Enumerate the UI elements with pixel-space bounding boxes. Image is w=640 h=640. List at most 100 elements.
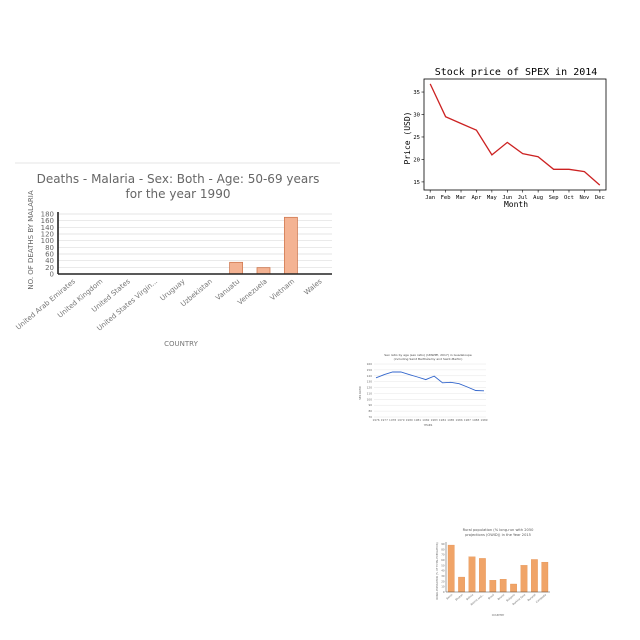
y-tick-label: 20 xyxy=(441,579,445,583)
x-tick-label: 1989 xyxy=(480,418,487,422)
spex-chart-svg: Stock price of SPEX in 2014 Price (USD) … xyxy=(403,67,607,209)
x-tick-label: 1988 xyxy=(472,418,479,422)
chart-title-line-2: for the year 1990 xyxy=(126,187,231,201)
y-tick-label: 100 xyxy=(41,237,54,245)
spex-stock-chart: Stock price of SPEX in 2014 Price (USD) … xyxy=(398,60,613,215)
x-tick-label: 1981 xyxy=(414,418,421,422)
x-tick-label: 1977 xyxy=(381,418,388,422)
y-axis-label: SEX RATIO xyxy=(358,386,362,400)
bar xyxy=(510,583,517,593)
x-tick-label: Sep xyxy=(549,195,559,201)
bar xyxy=(283,216,298,275)
y-tick-label: 80 xyxy=(368,409,372,413)
x-tick-label: 1979 xyxy=(397,418,404,422)
y-tick-label: 40 xyxy=(441,569,445,573)
bar xyxy=(447,544,455,593)
sex-ratio-chart-svg: Sex ratio by age (sex ratio) (UNWPP, 201… xyxy=(358,353,488,427)
x-tick-label: Dec xyxy=(595,195,605,201)
y-axis-label: NO. OF DEATHS BY MALARIA xyxy=(27,190,35,289)
x-tick-label: 1976 xyxy=(372,418,379,422)
x-tick-label: 1982 xyxy=(422,418,429,422)
x-tick-label: Jun xyxy=(502,195,512,201)
x-tick-label: Brazil xyxy=(487,593,495,601)
y-tick-label: 80 xyxy=(45,244,54,252)
x-tick-label: May xyxy=(487,195,498,201)
x-tick-label: Bhutan xyxy=(454,592,464,601)
chart-title-line-2: (including Saint Barthélemy and Saint-Ma… xyxy=(394,357,463,361)
chart-title-line-2: projections (OWID)) in the Year 2015 xyxy=(465,533,531,537)
y-tick-label: 160 xyxy=(367,362,373,366)
series-line xyxy=(429,83,601,186)
x-tick-label: Brunei xyxy=(497,593,506,601)
bar xyxy=(229,261,244,275)
x-tick-label: Wales xyxy=(303,277,324,297)
x-tick-label: Jan xyxy=(425,195,435,201)
y-tick-label: 20 xyxy=(45,264,54,272)
bar xyxy=(479,558,486,593)
x-tick-label: Jul xyxy=(518,195,528,201)
y-tick-label: 110 xyxy=(367,391,373,395)
y-tick-label: 130 xyxy=(367,380,373,384)
rural-population-chart: Rural population (% long-run with 2050 p… xyxy=(432,525,557,620)
bar xyxy=(468,556,476,593)
x-axis-label: Month xyxy=(504,200,528,209)
y-tick-label: 60 xyxy=(45,251,54,259)
x-tick-label: Feb xyxy=(441,195,451,201)
series-line xyxy=(375,371,485,392)
x-tick-label: Oct xyxy=(564,195,574,201)
chart-title-line-1: Deaths - Malaria - Sex: Both - Age: 50-6… xyxy=(37,172,320,186)
y-tick-label: 120 xyxy=(367,386,373,390)
bar xyxy=(489,580,497,593)
bar xyxy=(499,579,507,593)
rural-chart-svg: Rural population (% long-run with 2050 p… xyxy=(436,528,550,617)
y-tick-label: 180 xyxy=(41,211,54,219)
y-tick-label: 50 xyxy=(441,563,445,567)
x-tick-label: 1986 xyxy=(456,418,463,422)
bar xyxy=(531,559,538,593)
chart-title: Stock price of SPEX in 2014 xyxy=(435,67,598,78)
y-tick-label: 140 xyxy=(367,374,373,378)
x-tick-label: Benin xyxy=(445,592,453,600)
y-tick-label: 0 xyxy=(443,590,445,594)
x-tick-label: 1983 xyxy=(431,418,438,422)
y-tick-label: 0 xyxy=(50,271,54,279)
x-tick-label: Cambodia xyxy=(535,592,548,603)
y-axis-label: Price (USD) xyxy=(403,112,412,165)
chart-title-line-1: Sex ratio by age (sex ratio) (UNWPP, 201… xyxy=(384,353,472,357)
bar xyxy=(256,267,271,275)
y-tick-label: 20 xyxy=(413,157,420,163)
y-tick-label: 90 xyxy=(368,403,372,407)
y-tick-label: 100 xyxy=(367,397,373,401)
y-tick-label: 80 xyxy=(441,547,445,551)
y-tick-label: 35 xyxy=(413,90,420,96)
x-tick-label: Venezuela xyxy=(236,277,269,306)
y-tick-label: 10 xyxy=(441,585,445,589)
y-tick-label: 25 xyxy=(413,135,420,141)
y-tick-label: 70 xyxy=(441,553,445,557)
x-axis-label: COUNTRY xyxy=(492,613,505,617)
x-tick-label: Apr xyxy=(471,195,482,201)
x-axis-label: COUNTRY xyxy=(164,340,198,348)
y-tick-label: 30 xyxy=(413,113,420,119)
x-tick-label: 1978 xyxy=(389,418,396,422)
y-tick-label: 140 xyxy=(41,224,54,232)
y-tick-label: 15 xyxy=(413,180,420,186)
chart-title-line-1: Rural population (% long-run with 2050 xyxy=(463,528,535,532)
bar xyxy=(520,565,528,593)
y-axis-label: RURAL POPULATION (% OF TOTAL POPULATION) xyxy=(436,542,439,599)
x-tick-label: 1984 xyxy=(439,418,446,422)
x-tick-label: 1987 xyxy=(464,418,471,422)
y-tick-label: 160 xyxy=(41,217,54,225)
y-tick-label: 90 xyxy=(441,542,445,546)
x-tick-label: Bolivia xyxy=(465,592,474,601)
x-tick-label: Mar xyxy=(456,195,467,201)
x-tick-label: Aug xyxy=(533,195,543,201)
y-tick-label: 60 xyxy=(441,558,445,562)
x-tick-label: Burundi xyxy=(526,593,536,603)
malaria-chart-svg: Deaths - Malaria - Sex: Both - Age: 50-6… xyxy=(14,162,340,348)
y-tick-label: 30 xyxy=(441,574,445,578)
bar xyxy=(541,561,549,593)
x-tick-label: Vietnam xyxy=(269,277,297,302)
y-tick-label: 150 xyxy=(367,368,373,372)
y-tick-label: 40 xyxy=(45,257,54,265)
